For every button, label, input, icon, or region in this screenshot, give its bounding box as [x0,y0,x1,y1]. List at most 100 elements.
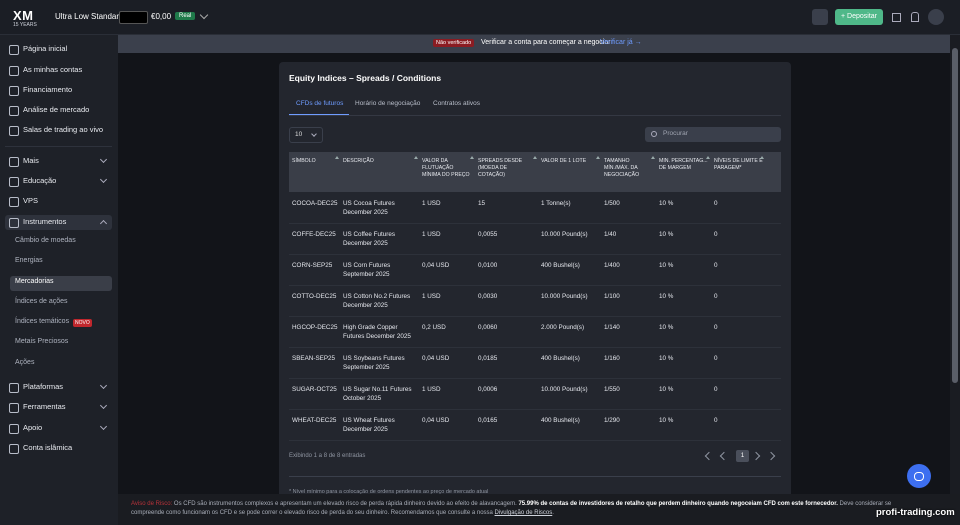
nav-item[interactable]: Análise de mercado [23,105,90,114]
apps-icon[interactable] [892,13,901,22]
nav-icon [9,177,19,187]
row-divider [289,254,781,255]
risk-text: Aviso de Risco: Os CFD são instrumentos … [131,500,911,518]
nav-subitem[interactable]: Mercadorias [15,278,54,285]
item-highlight [5,215,112,230]
scrollbar-thumb[interactable] [952,48,958,383]
table-cell: HGCOP-DEC25 [292,324,338,331]
nav-subitem[interactable]: Energias [15,257,43,264]
table-bottom-line [289,440,781,441]
search-placeholder: Procurar [663,130,688,137]
subitem-active [10,276,112,291]
column-header[interactable]: VALOR DE 1 LOTE [541,158,587,164]
table-cell: 10.000 Pound(s) [541,386,588,393]
bell-icon[interactable] [911,12,919,22]
column-header[interactable]: NÍVEIS DE LIMITE E PARAGEM* [714,158,763,171]
table-cell: US Corn Futures September 2025 [343,262,391,278]
table-cell: 0 [714,355,718,362]
table-cell: 0 [714,417,718,424]
nav-item[interactable]: Mais [23,156,39,165]
nav-item[interactable]: Instrumentos [23,217,67,226]
table-cell: 0,0055 [478,231,498,238]
table-cell: COFFE-DEC25 [292,231,336,238]
column-header[interactable]: SPREADS DESDE (MOEDA DE COTAÇÃO) [478,158,523,178]
nav-item[interactable]: Ferramentas [23,402,66,411]
balance: €0,00 [151,12,172,21]
nav-icon [9,86,19,96]
tab[interactable]: Contratos ativos [433,100,480,107]
nav-subitem[interactable]: Índices de ações [15,298,68,305]
table-cell: US Sugar No.11 Futures October 2025 [343,386,412,402]
risk-end: . [552,510,554,516]
tabs-divider [289,115,781,116]
tab[interactable]: CFDs de futuros [296,100,344,107]
chat-button[interactable] [907,464,931,488]
table-cell: 1/40 [604,231,617,238]
table-cell: 0,04 USD [422,417,450,424]
account-chevron[interactable] [199,10,209,20]
search-box[interactable] [645,127,781,142]
column-header[interactable]: MIN. PERCENTAG... DE MARGEM [659,158,708,171]
nav-item[interactable]: Página inicial [23,44,68,53]
table-cell: 10 % [659,417,674,424]
pager-prev[interactable] [719,451,729,461]
nav-subitem[interactable]: Metais Preciosos [15,338,69,345]
deposit-button[interactable]: + Depositar [835,9,883,25]
tab[interactable]: Horário de negociação [355,100,421,107]
column-header[interactable]: TAMANHO MÍN./MÁX. DA NEGOCIAÇÃO [604,158,640,178]
nav-icon [9,444,19,454]
table-cell: 400 Bushel(s) [541,417,580,424]
table-cell: 1/160 [604,355,620,362]
nav-item[interactable]: Conta islâmica [23,443,73,452]
table-cell: 0 [714,200,718,207]
pager-first[interactable] [704,451,714,461]
verify-banner: Não verificado Verificar a conta para com… [118,35,950,53]
nav-item[interactable]: Educação [23,176,57,185]
sort-icon [706,156,710,159]
row-divider [289,285,781,286]
nav-item[interactable]: As minhas contas [23,65,83,74]
new-badge: NOVO [73,319,92,327]
nav-item[interactable]: Financiamento [23,85,73,94]
nav-subitem[interactable]: Índices temáticos [15,318,70,325]
banner-text: Verificar a conta para começar a negocia… [481,39,611,46]
nav-item[interactable]: Apoio [23,423,43,432]
nav-subitem[interactable]: Câmbio de moedas [15,237,76,244]
risk-body: Os CFD são instrumentos complexos e apre… [172,501,519,507]
nav-icon [9,66,19,76]
nav-subitem[interactable]: Ações [15,359,35,366]
table-cell: 0,04 USD [422,355,450,362]
table-cell: 10.000 Pound(s) [541,293,588,300]
nav-item[interactable]: Plataformas [23,382,64,391]
pager-next[interactable] [751,451,761,461]
table-cell: 2.000 Pound(s) [541,324,585,331]
column-header[interactable]: VALOR DA FLUTUAÇÃO MÍNIMA DO PREÇO [422,158,470,178]
table-cell: COCOA-DEC25 [292,200,338,207]
card-divider [289,476,781,477]
pager-last[interactable] [766,451,776,461]
row-divider [289,316,781,317]
table-cell: 1 Tonne(s) [541,200,571,207]
page-size-select[interactable]: 10 [289,127,323,143]
nav-item[interactable]: Salas de trading ao vivo [23,125,104,134]
sort-icon [596,156,600,159]
column-header[interactable]: DESCRIÇÃO [343,158,374,164]
nav-icon [9,197,19,207]
card-title: Equity Indices – Spreads / Conditions [289,73,442,83]
nav-icon [9,424,19,434]
nav-item[interactable]: VPS [23,196,39,205]
grid-button[interactable] [812,9,828,25]
table-cell: 1 USD [422,293,441,300]
top-bar: XM 15 YEARS Ultra Low Standard €0,00 Real + D… [0,0,960,35]
table-cell: 0 [714,262,718,269]
column-header[interactable]: SÍMBOLO [292,158,316,164]
risk-body: Deve considerar se compreende como funci… [131,501,892,516]
sort-icon [335,156,339,159]
risk-footer: Aviso de Risco: Os CFD são instrumentos … [118,494,960,525]
table-cell: 15 [478,200,486,207]
profile-icon[interactable] [928,9,944,25]
risk-link[interactable]: Divulgação de Riscos [494,510,553,516]
table-cell: 1 USD [422,200,441,207]
pager-page[interactable]: 1 [736,450,749,462]
banner-link[interactable]: Verificar já → [600,39,642,46]
